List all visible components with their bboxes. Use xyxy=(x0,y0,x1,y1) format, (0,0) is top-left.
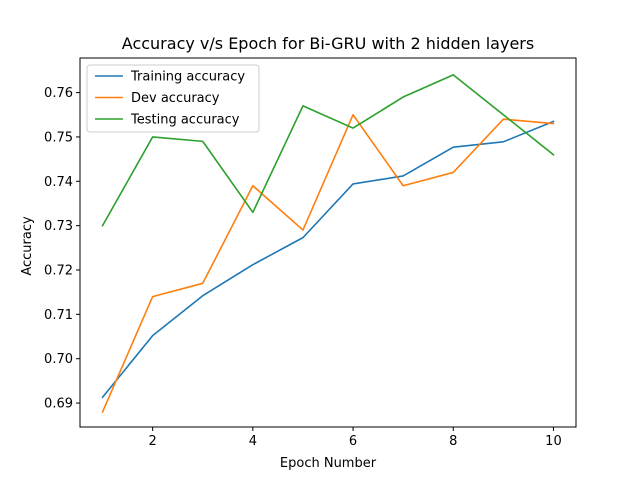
plot-area xyxy=(101,74,555,413)
series-line-2 xyxy=(101,113,555,413)
chart-title: Accuracy v/s Epoch for Bi-GRU with 2 hid… xyxy=(122,34,534,53)
x-tick-label: 2 xyxy=(149,434,157,449)
series-line-3 xyxy=(101,74,555,227)
axes: 2 4 6 8 10 0.69 0.70 0.71 0.72 0.73 0.74 0.75 0.76 xyxy=(44,57,577,449)
plot-frame xyxy=(79,57,577,428)
legend-label-1: Training accuracy xyxy=(130,70,245,85)
x-tick-label: 6 xyxy=(349,434,357,449)
x-tick-label: 4 xyxy=(249,434,257,449)
legend-label-2: Dev accuracy xyxy=(131,91,220,106)
series-line-1 xyxy=(101,120,555,399)
legend-box xyxy=(86,64,260,133)
y-tick-label: 0.71 xyxy=(44,308,73,323)
y-tick-label: 0.76 xyxy=(44,86,73,101)
y-tick-label: 0.72 xyxy=(44,263,73,278)
x-tick-label: 8 xyxy=(449,434,457,449)
x-tick-label: 10 xyxy=(545,434,562,449)
x-axis-label: Epoch Number xyxy=(280,456,377,471)
y-axis-label: Accuracy xyxy=(20,216,35,276)
legend-label-3: Testing accuracy xyxy=(130,113,240,128)
y-tick-label: 0.74 xyxy=(44,175,73,190)
y-tick-label: 0.73 xyxy=(44,219,73,234)
y-tick-label: 0.69 xyxy=(44,397,73,412)
y-tick-label: 0.75 xyxy=(44,130,73,145)
legend: Training accuracy Dev accuracy Testing acc… xyxy=(86,64,260,133)
y-tick-label: 0.70 xyxy=(44,352,73,367)
